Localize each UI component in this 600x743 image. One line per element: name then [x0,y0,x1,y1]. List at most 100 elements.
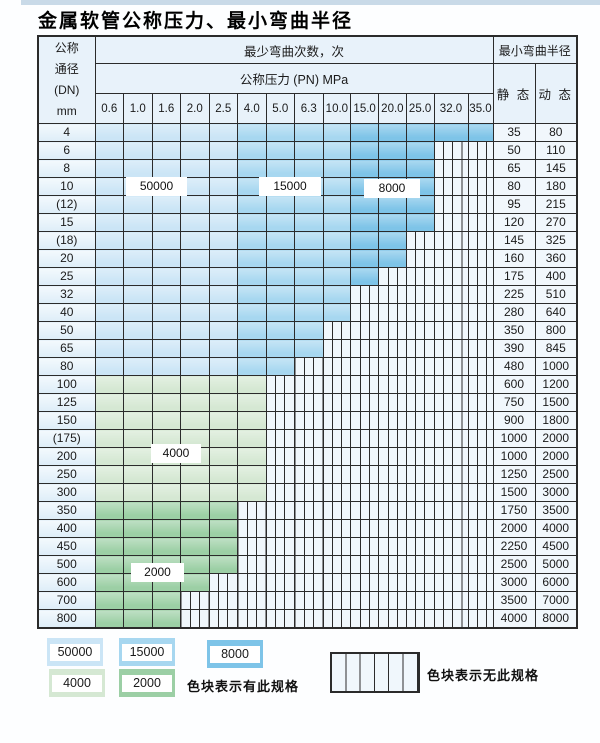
spec-cell-20-10.0 [322,249,352,268]
spec-cell-40-15.0 [350,303,379,322]
dynamic-radius-value: 180 [534,177,578,196]
dn-value: 600 [37,573,96,592]
spec-cell-40-35.0 [467,303,494,322]
legend-swatch-label: 2000 [122,674,172,692]
spec-cell-80-2.0 [180,357,210,376]
spec-cell-400-6.3 [294,519,324,538]
legend-swatch-2000: 2000 [119,669,175,697]
spec-cell-40-20.0 [378,303,407,322]
spec-cell-40-5.0 [265,303,295,322]
legend-swatch-label: 4000 [52,674,102,692]
spec-cell-250-5.0 [265,465,295,484]
spec-cell-350-5.0 [265,501,295,520]
spec-cell-450-32.0 [433,537,469,556]
spec-cell-8-4.0 [237,159,267,178]
spec-cell-6-6.3 [294,141,324,160]
table-row-dn-500: 500 2500 5000 [37,555,578,574]
spec-cell-100-5.0 [265,375,295,394]
spec-cell-500-0.6 [94,555,124,574]
spec-cell-(175)-10.0 [322,429,352,448]
spec-cell-150-10.0 [322,411,352,430]
spec-cell-400-1.6 [151,519,181,538]
dynamic-radius-value: 145 [534,159,578,178]
spec-cell-125-20.0 [378,393,407,412]
spec-cell-450-15.0 [350,537,379,556]
spec-cell-6-4.0 [237,141,267,160]
spec-cell-32-5.0 [265,285,295,304]
spec-cell-200-6.3 [294,447,324,466]
spec-cell-(175)-6.3 [294,429,324,448]
spec-cell-20-4.0 [237,249,267,268]
dn-value: 15 [37,213,96,232]
legend-swatch-15000: 15000 [119,638,175,666]
dn-value: (12) [37,195,96,214]
spec-cell-600-15.0 [350,573,379,592]
spec-cell-700-2.0 [180,591,210,610]
legend-swatch-4000: 4000 [49,669,105,697]
spec-cell-800-1.6 [151,609,181,629]
spec-cell-800-32.0 [433,609,469,629]
spec-cell-6-5.0 [265,141,295,160]
spec-cell-(175)-32.0 [433,429,469,448]
spec-cell-(175)-1.0 [123,429,153,448]
spec-cell-80-0.6 [94,357,124,376]
legend-swatch-label: 50000 [50,643,100,661]
spec-cell-8-6.3 [294,159,324,178]
spec-cell-250-32.0 [433,465,469,484]
spec-cell-10-0.6 [94,177,124,196]
spec-cell-8-1.6 [151,159,181,178]
dn-value: 350 [37,501,96,520]
spec-cell-200-20.0 [378,447,407,466]
spec-cell-300-5.0 [265,483,295,502]
spec-cell-450-2.5 [208,537,238,556]
spec-cell-15-10.0 [322,213,352,232]
spec-cell-25-2.0 [180,267,210,286]
legend-swatch-label: 15000 [122,643,172,661]
spec-cell-32-35.0 [467,285,494,304]
spec-cell-600-2.5 [208,573,238,592]
table-row-dn-32: 32 225 510 [37,285,578,304]
spec-cell-(175)-20.0 [378,429,407,448]
spec-cell-25-35.0 [467,267,494,286]
legend-swatch-8000: 8000 [207,640,263,668]
spec-cell-800-25.0 [405,609,435,629]
static-radius-value: 95 [492,195,536,214]
spec-cell-20-6.3 [294,249,324,268]
spec-cell-600-35.0 [467,573,494,592]
spec-cell-125-5.0 [265,393,295,412]
spec-cell-100-2.0 [180,375,210,394]
spec-cell-300-20.0 [378,483,407,502]
spec-cell-(12)-1.6 [151,195,181,214]
table-row-dn-4: 4 35 80 [37,123,578,142]
spec-cell-250-25.0 [405,465,435,484]
spec-cell-65-0.6 [94,339,124,358]
spec-cell-700-6.3 [294,591,324,610]
legend-has-spec-caption: 色块表示有此规格 [187,679,300,694]
dynamic-radius-value: 110 [534,141,578,160]
spec-cell-250-6.3 [294,465,324,484]
spec-cell-500-6.3 [294,555,324,574]
spec-cell-15-4.0 [237,213,267,232]
spec-cell-4-35.0 [467,123,494,142]
spec-cell-150-5.0 [265,411,295,430]
spec-cell-600-25.0 [405,573,435,592]
spec-cell-(12)-20.0 [378,195,407,214]
spec-cell-8-25.0 [405,159,435,178]
spec-cell-400-0.6 [94,519,124,538]
spec-cell-80-6.3 [294,357,324,376]
spec-cell-25-20.0 [378,267,407,286]
spec-cell-32-1.0 [123,285,153,304]
spec-cell-50-20.0 [378,321,407,340]
spec-cell-15-6.3 [294,213,324,232]
spec-cell-800-4.0 [237,609,267,629]
spec-cell-50-6.3 [294,321,324,340]
static-column-header: 静 态 [492,63,536,124]
spec-cell-6-2.0 [180,141,210,160]
spec-cell-150-2.0 [180,411,210,430]
table-row-dn-350: 350 1750 3500 [37,501,578,520]
dynamic-radius-value: 5000 [534,555,578,574]
spec-cell-100-25.0 [405,375,435,394]
spec-cell-80-5.0 [265,357,295,376]
spec-cell-(18)-1.0 [123,231,153,250]
spec-cell-(12)-25.0 [405,195,435,214]
